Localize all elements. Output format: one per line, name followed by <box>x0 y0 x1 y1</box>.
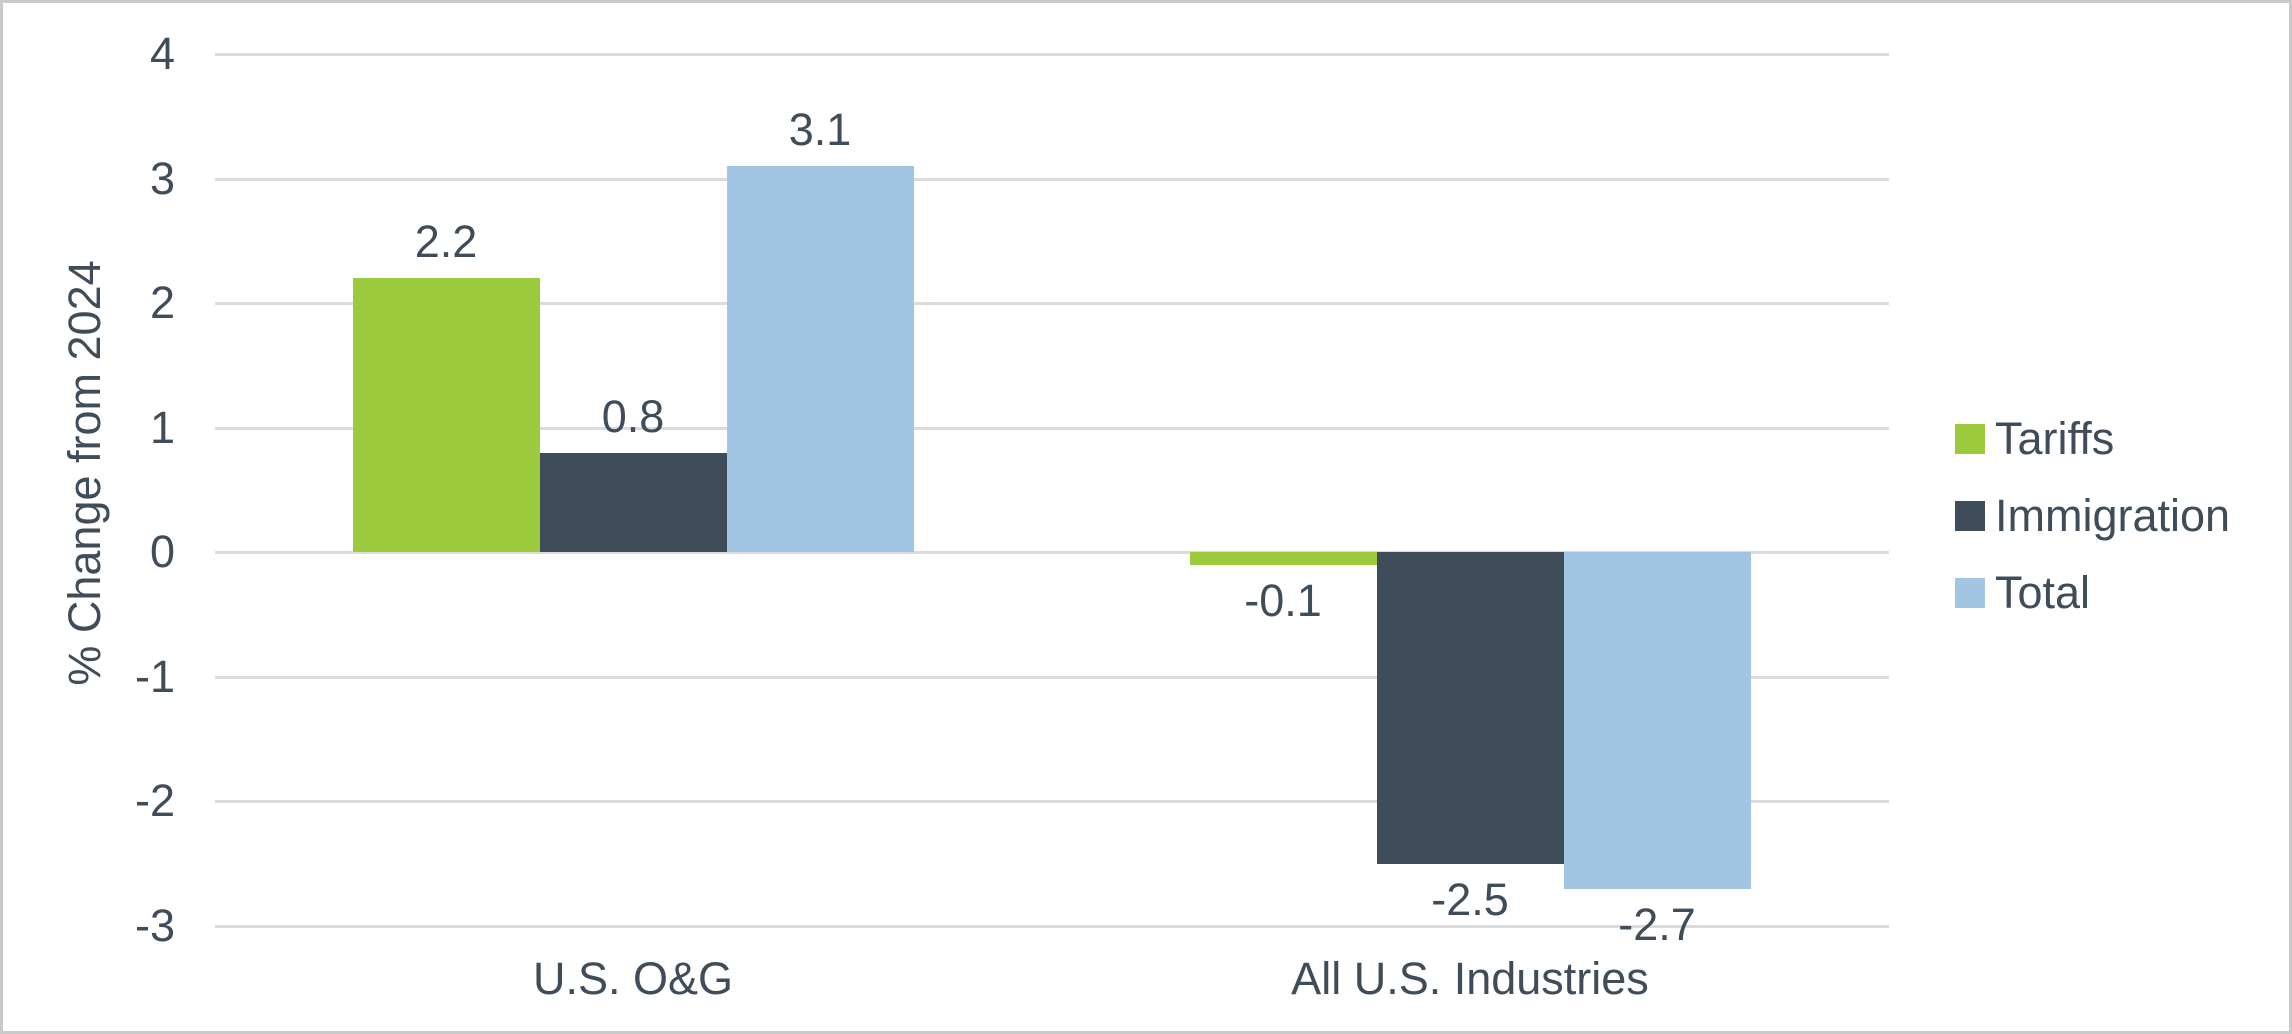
y-tick-label: 2 <box>149 277 175 329</box>
bar-total-1 <box>726 166 914 553</box>
bar-tariffs-1 <box>352 278 540 553</box>
legend-label: Tariffs <box>1995 412 2115 464</box>
data-label: 3.1 <box>788 104 852 156</box>
y-tick-label: 3 <box>149 152 175 204</box>
gridline <box>215 53 1889 56</box>
legend-item-total: Total <box>1955 554 2230 631</box>
data-label: 0.8 <box>601 390 665 442</box>
bar-total-2 <box>1563 552 1751 889</box>
legend-label: Immigration <box>1995 489 2231 541</box>
y-tick-label: -3 <box>134 900 175 951</box>
bar-immigration-2 <box>1376 552 1564 864</box>
legend-swatch-icon <box>1955 577 1985 608</box>
y-tick-label: -2 <box>134 775 175 827</box>
data-label: -2.5 <box>1431 873 1509 925</box>
gridline <box>215 302 1889 306</box>
gridline <box>215 177 1889 181</box>
gridline <box>215 426 1889 430</box>
gridline <box>215 551 1889 555</box>
bar-tariffs-2 <box>1189 552 1377 565</box>
y-tick-label: 0 <box>149 526 175 578</box>
data-label: 2.2 <box>414 216 478 268</box>
legend-item-tariffs: Tariffs <box>1955 400 2230 477</box>
legend-swatch-icon <box>1955 423 1985 454</box>
y-tick-label: -1 <box>134 650 175 702</box>
category-label: All U.S. Industries <box>1291 953 1649 1004</box>
y-tick-label: 4 <box>149 28 175 79</box>
y-tick-label: 1 <box>149 401 175 453</box>
data-label: -0.1 <box>1244 574 1322 626</box>
bar-immigration-1 <box>539 452 727 553</box>
legend: Tariffs Immigration Total <box>1955 400 2230 631</box>
category-label: U.S. O&G <box>532 953 734 1004</box>
gridline <box>215 675 1889 679</box>
legend-swatch-icon <box>1955 500 1985 531</box>
data-label: -2.7 <box>1618 898 1696 950</box>
gridline <box>215 925 1889 928</box>
gridline <box>215 800 1889 804</box>
legend-label: Total <box>1995 566 2091 618</box>
legend-item-immigration: Immigration <box>1955 477 2230 554</box>
